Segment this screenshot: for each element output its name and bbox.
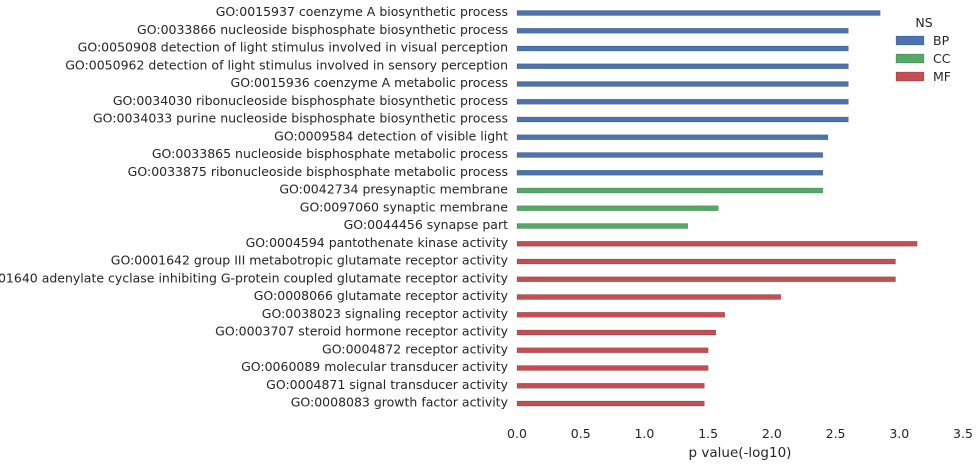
category-label: GO:0034030 ribonucleoside bisphosphate b… bbox=[113, 93, 508, 108]
legend-label-cc: CC bbox=[933, 51, 951, 66]
category-label: GO:0015937 coenzyme A biosynthetic proce… bbox=[216, 4, 508, 19]
bar-cc bbox=[516, 205, 719, 212]
category-label: GO:0044456 synapse part bbox=[344, 217, 508, 232]
bar-mf bbox=[516, 258, 896, 265]
bar-cc bbox=[516, 223, 689, 229]
x-tick-label: 0.0 bbox=[507, 426, 527, 441]
bar-mf bbox=[516, 311, 726, 318]
legend: NS BP CC MF bbox=[895, 15, 951, 84]
category-label: GO:0033875 ribonucleoside bisphosphate m… bbox=[128, 164, 508, 179]
category-label: GO:0004594 pantothenate kinase activity bbox=[246, 235, 509, 250]
bar-bp bbox=[516, 45, 849, 52]
category-label: GO:0042734 presynaptic membrane bbox=[279, 182, 508, 197]
category-label: GO:0015936 coenzyme A metabolic process bbox=[231, 75, 508, 90]
x-tick-label: 1.5 bbox=[698, 426, 718, 441]
category-label: GO:0050962 detection of light stimulus i… bbox=[65, 57, 508, 72]
bar-mf bbox=[516, 365, 709, 371]
category-label: GO:0033865 nucleoside bisphosphate metab… bbox=[152, 146, 508, 161]
bar-bp bbox=[516, 10, 881, 16]
x-tick-label: 2.5 bbox=[826, 426, 846, 441]
category-label: GO:0004871 signal transducer activity bbox=[266, 377, 508, 392]
x-axis-title: p value(-log10) bbox=[689, 445, 792, 461]
bar-bp bbox=[516, 169, 824, 176]
bar-bp bbox=[516, 152, 824, 158]
x-tick-label: 0.5 bbox=[571, 426, 591, 441]
legend-label-mf: MF bbox=[933, 69, 951, 84]
category-label: GO:0060089 molecular transducer activity bbox=[241, 359, 509, 374]
legend-title: NS bbox=[915, 15, 932, 30]
category-label: GO:0034033 purine nucleoside bisphosphat… bbox=[93, 111, 508, 126]
bar-mf bbox=[516, 400, 705, 407]
category-label: GO:0038023 signaling receptor activity bbox=[262, 306, 509, 321]
category-label: GO:0008083 growth factor activity bbox=[291, 395, 509, 410]
bar-bp bbox=[516, 63, 849, 70]
x-tick-label: 1.0 bbox=[634, 426, 654, 441]
category-labels: GO:0015937 coenzyme A biosynthetic proce… bbox=[0, 4, 509, 410]
legend-swatch-mf bbox=[895, 71, 925, 82]
category-label: GO:0097060 synaptic membrane bbox=[300, 199, 509, 214]
category-label: GO:0001640 adenylate cyclase inhibiting … bbox=[0, 270, 509, 285]
legend-swatch-bp bbox=[895, 35, 925, 46]
legend-items: BP CC MF bbox=[895, 33, 951, 84]
x-axis-ticks: 0.0 0.5 1.0 1.5 2.0 2.5 3.0 3.5 bbox=[507, 426, 973, 441]
bar-mf bbox=[516, 329, 717, 336]
category-label: GO:0009584 detection of visible light bbox=[274, 128, 508, 143]
category-label: GO:0004872 receptor activity bbox=[322, 341, 509, 356]
x-tick-label: 3.5 bbox=[953, 426, 973, 441]
bar-mf bbox=[516, 276, 896, 283]
bar-bp bbox=[516, 81, 849, 87]
category-label: GO:0050908 detection of light stimulus i… bbox=[78, 40, 508, 55]
legend-label-bp: BP bbox=[933, 33, 950, 48]
bar-mf bbox=[516, 294, 782, 300]
bar-bp bbox=[516, 98, 849, 105]
category-label: GO:0008066 glutamate receptor activity bbox=[254, 288, 509, 303]
bar-mf bbox=[516, 382, 705, 389]
bar-mf bbox=[516, 240, 918, 247]
legend-swatch-cc bbox=[895, 53, 925, 64]
category-label: GO:0033866 nucleoside bisphosphate biosy… bbox=[137, 22, 508, 37]
bar-cc bbox=[516, 187, 824, 194]
x-tick-label: 2.0 bbox=[762, 426, 782, 441]
x-tick-label: 3.0 bbox=[889, 426, 909, 441]
category-label: GO:0003707 steroid hormone receptor acti… bbox=[215, 324, 508, 339]
bar-bp bbox=[516, 27, 849, 34]
bar-bp bbox=[516, 116, 849, 123]
bar-mf bbox=[516, 347, 709, 354]
bar-bp bbox=[516, 134, 829, 141]
category-label: GO:0001642 group III metabotropic glutam… bbox=[111, 253, 509, 268]
bar-group bbox=[516, 10, 918, 407]
